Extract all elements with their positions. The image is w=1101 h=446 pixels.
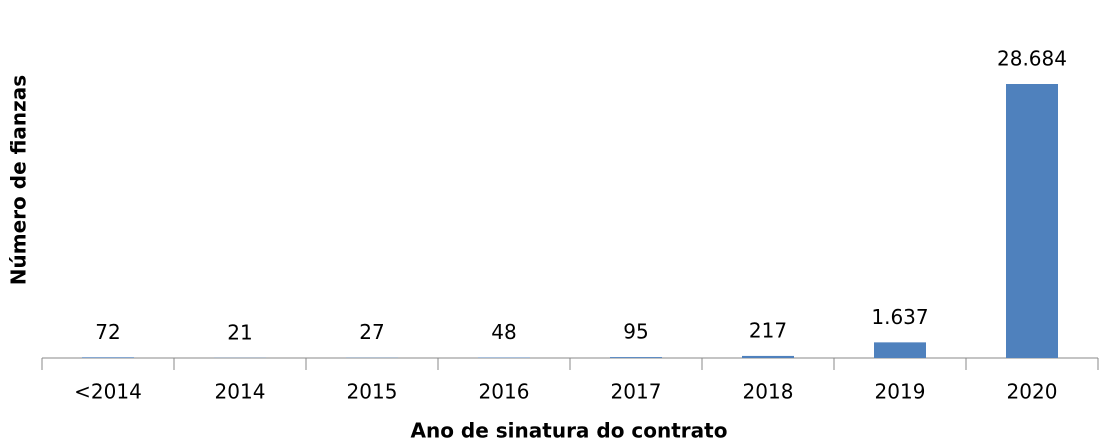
bar: [874, 342, 926, 358]
data-label: 27: [359, 320, 384, 344]
bar: [610, 357, 662, 358]
bar: [1006, 84, 1058, 358]
x-tick-label: 2015: [347, 380, 398, 404]
data-label: 48: [491, 320, 516, 344]
bar: [82, 357, 134, 358]
data-label: 95: [623, 320, 648, 344]
data-label: 217: [749, 318, 787, 342]
x-tick-label: 2017: [611, 380, 662, 404]
x-axis-title: Ano de sinatura do contrato: [411, 419, 728, 443]
x-tick-label: 2018: [743, 380, 794, 404]
data-label: 28.684: [997, 47, 1067, 71]
x-tick-label: 2014: [215, 380, 266, 404]
bar: [742, 355, 794, 358]
x-tick-label: <2014: [74, 380, 142, 404]
data-label: 72: [95, 320, 120, 344]
x-tick-label: 2019: [875, 380, 926, 404]
x-tick-label: 2016: [479, 380, 530, 404]
x-tick-label: 2020: [1007, 380, 1058, 404]
y-axis-title: Número de fianzas: [7, 75, 31, 285]
data-label: 21: [227, 320, 252, 344]
data-label: 1.637: [871, 305, 928, 329]
